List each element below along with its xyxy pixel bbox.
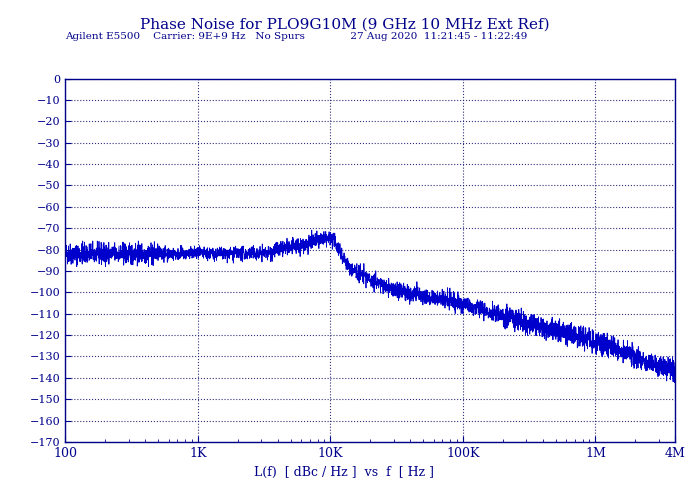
Text: Phase Noise for PLO9G10M (9 GHz 10 MHz Ext Ref): Phase Noise for PLO9G10M (9 GHz 10 MHz E… <box>140 17 549 31</box>
Text: Agilent E5500    Carrier: 9E+9 Hz   No Spurs              27 Aug 2020  11:21:45 : Agilent E5500 Carrier: 9E+9 Hz No Spurs … <box>65 32 528 41</box>
Text: L(f)  [ dBc / Hz ]  vs  f  [ Hz ]: L(f) [ dBc / Hz ] vs f [ Hz ] <box>254 466 435 479</box>
